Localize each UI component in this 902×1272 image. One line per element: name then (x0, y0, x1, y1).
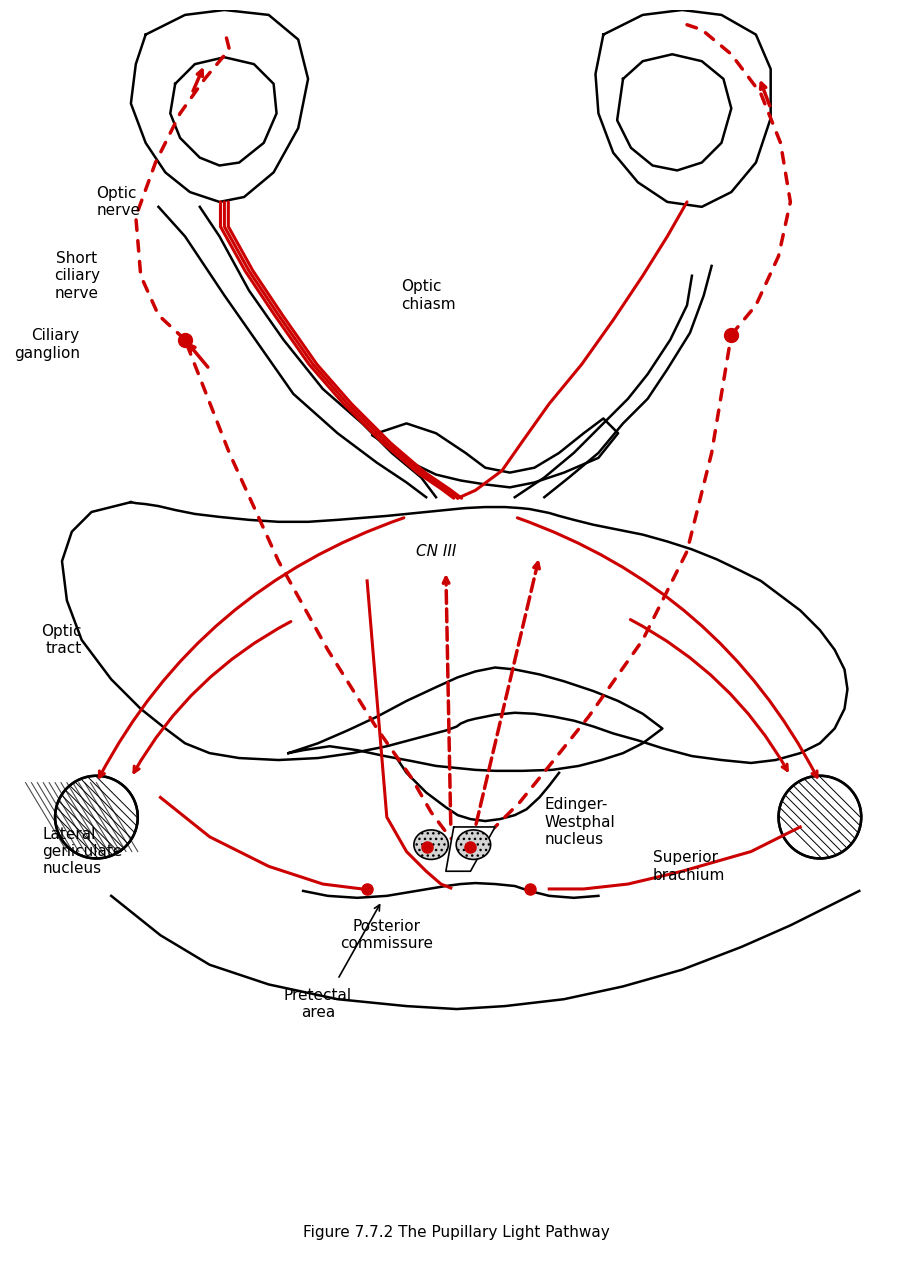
Text: Edinger-
Westphal
nucleus: Edinger- Westphal nucleus (544, 798, 615, 847)
Polygon shape (446, 827, 495, 871)
Text: Lateral
geniculate
nucleus: Lateral geniculate nucleus (42, 827, 123, 876)
Text: Ciliary
ganglion: Ciliary ganglion (14, 328, 79, 361)
Text: Optic
nerve: Optic nerve (97, 186, 141, 218)
Ellipse shape (456, 829, 491, 860)
Text: Short
ciliary
nerve: Short ciliary nerve (54, 251, 100, 300)
Text: Superior
brachium: Superior brachium (652, 850, 725, 883)
Text: Posterior
commissure: Posterior commissure (340, 920, 433, 951)
Text: Optic
tract: Optic tract (41, 623, 82, 656)
Text: CN III: CN III (416, 544, 456, 558)
Text: Optic
chiasm: Optic chiasm (401, 280, 456, 312)
Ellipse shape (414, 829, 448, 860)
Text: Figure 7.7.2 The Pupillary Light Pathway: Figure 7.7.2 The Pupillary Light Pathway (303, 1225, 610, 1240)
Text: Pretectal
area: Pretectal area (284, 988, 352, 1020)
